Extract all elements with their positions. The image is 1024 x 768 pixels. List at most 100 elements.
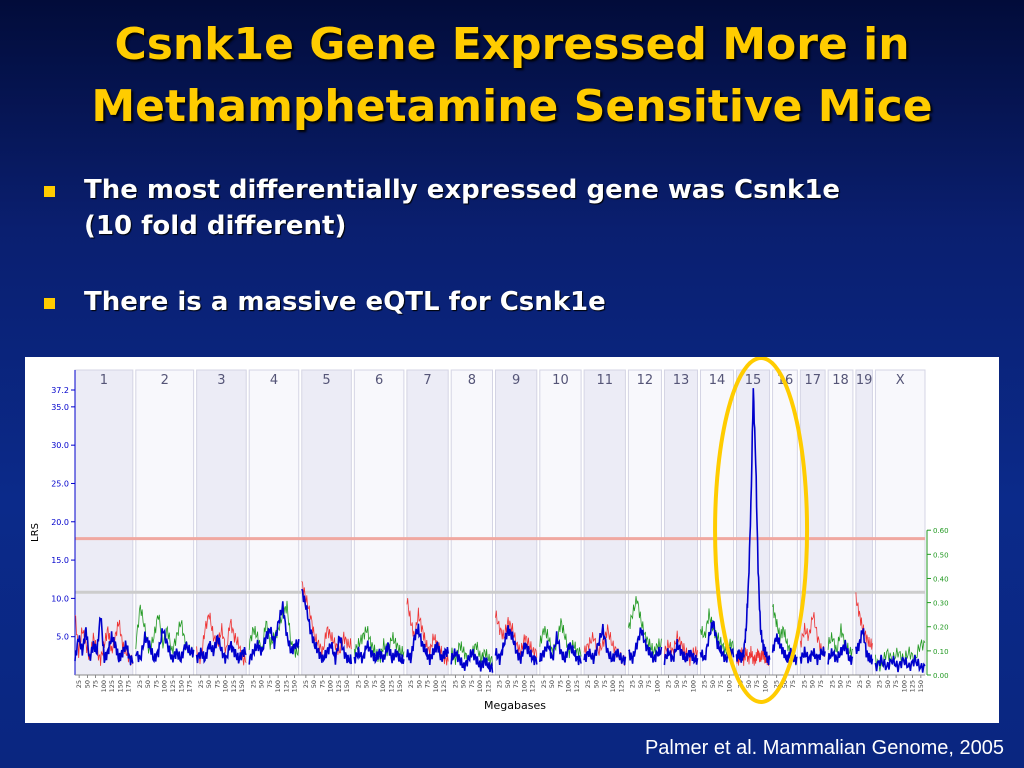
lrs-line — [827, 640, 854, 665]
mb-tick-label: 25 — [302, 680, 310, 688]
mb-tick-label: 25 — [773, 680, 781, 688]
mb-tick-label: 100 — [761, 680, 769, 692]
lrs-tick-label: 5.0 — [56, 633, 69, 642]
mb-tick-label: 125 — [282, 680, 290, 692]
mb-tick-label: 75 — [892, 680, 900, 688]
mb-tick-label: 50 — [592, 680, 600, 688]
mb-tick-label: 100 — [900, 680, 908, 692]
lrs-line — [406, 623, 449, 666]
mb-tick-label: 125 — [909, 680, 917, 692]
mb-tick-label: 150 — [116, 680, 124, 692]
chromosome-band — [874, 369, 926, 676]
mb-tick-label: 75 — [213, 680, 221, 688]
chromosome-band — [627, 369, 662, 676]
mb-tick-label: 25 — [136, 680, 144, 688]
chromosome-label: 5 — [322, 373, 330, 388]
mb-tick-label: 75 — [601, 680, 609, 688]
mb-tick-label: 75 — [512, 680, 520, 688]
slide-title: Csnk1e Gene Expressed More in Methamphet… — [0, 14, 1024, 138]
eqtl-chart-panel: 1 2 3 4 5 6 7 8 9 10 11 12 13 14 15 16 17 18 19 X 5.0 10.0 15.… — [25, 357, 999, 723]
bullet-item: The most differentially expressed gene w… — [44, 172, 994, 244]
chromosome-band — [450, 369, 493, 676]
mb-tick-label: 50 — [709, 680, 717, 688]
mb-tick-label: 125 — [529, 680, 537, 692]
slide-title-line-1: Csnk1e Gene Expressed More in — [114, 19, 910, 70]
lrs-line — [663, 638, 699, 666]
mb-tick-label: 50 — [415, 680, 423, 688]
chromosome-label: 17 — [804, 373, 821, 388]
mb-tick-label: 50 — [258, 680, 266, 688]
chromosome-band — [135, 369, 195, 676]
chromosome-label: 18 — [832, 373, 849, 388]
mb-tick-label: 75 — [92, 680, 100, 688]
mb-tick-label: 50 — [205, 680, 213, 688]
additive-tick-label: 0.20 — [933, 624, 949, 632]
additive-effect-line — [800, 612, 826, 658]
mb-tick-label: 25 — [197, 680, 205, 688]
chromosome-label: 4 — [270, 373, 278, 388]
mb-tick-label: 25 — [584, 680, 592, 688]
mb-tick-label: 125 — [169, 680, 177, 692]
bullet-text-line: The most differentially expressed gene w… — [84, 175, 841, 205]
mb-tick-label: 25 — [451, 680, 459, 688]
mb-tick-label: 100 — [327, 680, 335, 692]
mb-tick-label: 75 — [424, 680, 432, 688]
chromosome-label: 15 — [745, 373, 762, 388]
chromosome-label: 14 — [709, 373, 726, 388]
chromosome-label: 6 — [375, 373, 383, 388]
x-axis-label: Megabases — [484, 699, 546, 712]
mb-tick-label: 25 — [496, 680, 504, 688]
mb-tick-label: 125 — [440, 680, 448, 692]
bullet-text-line: There is a massive eQTL for Csnk1e — [84, 287, 606, 317]
citation: Palmer et al. Mammalian Genome, 2005 — [644, 737, 1004, 759]
mb-tick-label: 50 — [781, 680, 789, 688]
chromosome-label: 3 — [217, 373, 225, 388]
mb-tick-label: 25 — [540, 680, 548, 688]
mb-tick-label: 50 — [864, 680, 872, 688]
mb-tick-label: 25 — [665, 680, 673, 688]
mb-tick-label: 175 — [125, 680, 133, 692]
lrs-line — [583, 623, 627, 666]
chromosome-band — [248, 369, 300, 676]
mb-tick-label: 125 — [388, 680, 396, 692]
additive-tick-label: 0.10 — [933, 648, 949, 656]
mb-tick-label: 125 — [617, 680, 625, 692]
chromosome-label: X — [896, 373, 905, 388]
mb-tick-label: 75 — [753, 680, 761, 688]
mb-tick-label: 75 — [681, 680, 689, 688]
mb-tick-label: 75 — [845, 680, 853, 688]
mb-tick-label: 75 — [468, 680, 476, 688]
mb-tick-label: 100 — [379, 680, 387, 692]
lrs-line — [248, 601, 300, 665]
chromosome-band — [406, 369, 449, 676]
chromosome-label: 19 — [856, 373, 873, 388]
lrs-tick-label: 30.0 — [51, 441, 69, 450]
bullet-square-icon — [44, 186, 55, 197]
additive-effect-line — [196, 612, 247, 666]
chromosome-label: 10 — [552, 373, 569, 388]
lrs-line — [799, 646, 826, 666]
y-axis-label: LRS — [30, 523, 41, 542]
mb-tick-label: 50 — [884, 680, 892, 688]
additive-effect-line — [353, 625, 405, 663]
mb-tick-label: 100 — [653, 680, 661, 692]
mb-tick-label: 75 — [152, 680, 160, 688]
eqtl-chart: 1 2 3 4 5 6 7 8 9 10 11 12 13 14 15 16 17 18 19 X5.010.015.… — [30, 357, 949, 712]
mb-tick-label: 100 — [565, 680, 573, 692]
lrs-line — [735, 388, 771, 666]
mb-tick-label: 25 — [249, 680, 257, 688]
mb-tick-label: 50 — [837, 680, 845, 688]
mb-tick-label: 175 — [186, 680, 194, 692]
mb-tick-label: 75 — [371, 680, 379, 688]
mb-tick-label: 100 — [100, 680, 108, 692]
chromosome-label: 9 — [512, 373, 520, 388]
mb-tick-label: 25 — [407, 680, 415, 688]
lrs-tick-label: 35.0 — [51, 403, 69, 412]
mb-tick-label: 50 — [460, 680, 468, 688]
mb-tick-label: 150 — [343, 680, 351, 692]
mb-tick-label: 50 — [504, 680, 512, 688]
mb-tick-label: 100 — [520, 680, 528, 692]
mb-tick-label: 25 — [828, 680, 836, 688]
additive-effect-line — [539, 618, 582, 659]
chromosome-band — [74, 369, 134, 676]
